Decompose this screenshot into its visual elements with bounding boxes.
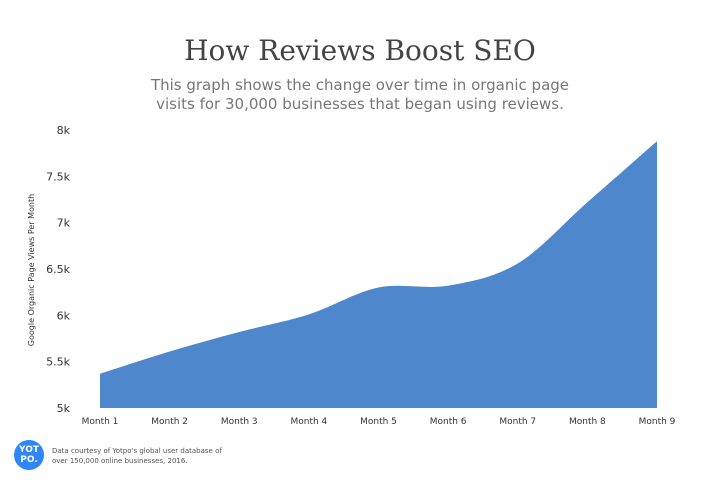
x-tick-label: Month 8 (569, 417, 606, 427)
x-tick-label: Month 6 (430, 417, 467, 427)
x-axis-ticks: Month 1 Month 2 Month 3 Month 4 Month 5 Month… (82, 417, 676, 427)
logo-line-1: YOT (19, 445, 39, 455)
x-tick-label: Month 7 (499, 417, 536, 427)
chart-subtitle: This graph shows the change over time in… (150, 76, 570, 113)
x-tick-label: Month 4 (290, 417, 327, 427)
chart-title: How Reviews Boost SEO (184, 34, 536, 67)
series-area (100, 141, 657, 408)
x-tick-label: Month 5 (360, 417, 397, 427)
x-tick-label: Month 9 (639, 417, 676, 427)
x-tick-label: Month 1 (82, 417, 119, 427)
y-axis-label: Google Organic Page Views Per Month (27, 194, 36, 346)
y-tick-label: 8k (57, 124, 71, 137)
y-tick-label: 7.5k (46, 170, 70, 183)
x-tick-label: Month 3 (221, 417, 258, 427)
logo-line-2: PO. (20, 455, 38, 465)
data-source-note: Data courtesy of Yotpo's global user dat… (52, 447, 222, 465)
y-tick-label: 6.5k (46, 263, 70, 276)
y-tick-label: 5.5k (46, 356, 70, 369)
y-tick-label: 5k (57, 402, 71, 415)
y-tick-label: 7k (57, 217, 71, 230)
x-tick-label: Month 2 (151, 417, 188, 427)
y-axis-ticks: 5k 5.5k 6k 6.5k 7k 7.5k 8k (46, 124, 70, 415)
y-tick-label: 6k (57, 309, 71, 322)
yotpo-logo: YOT PO. (14, 440, 44, 470)
